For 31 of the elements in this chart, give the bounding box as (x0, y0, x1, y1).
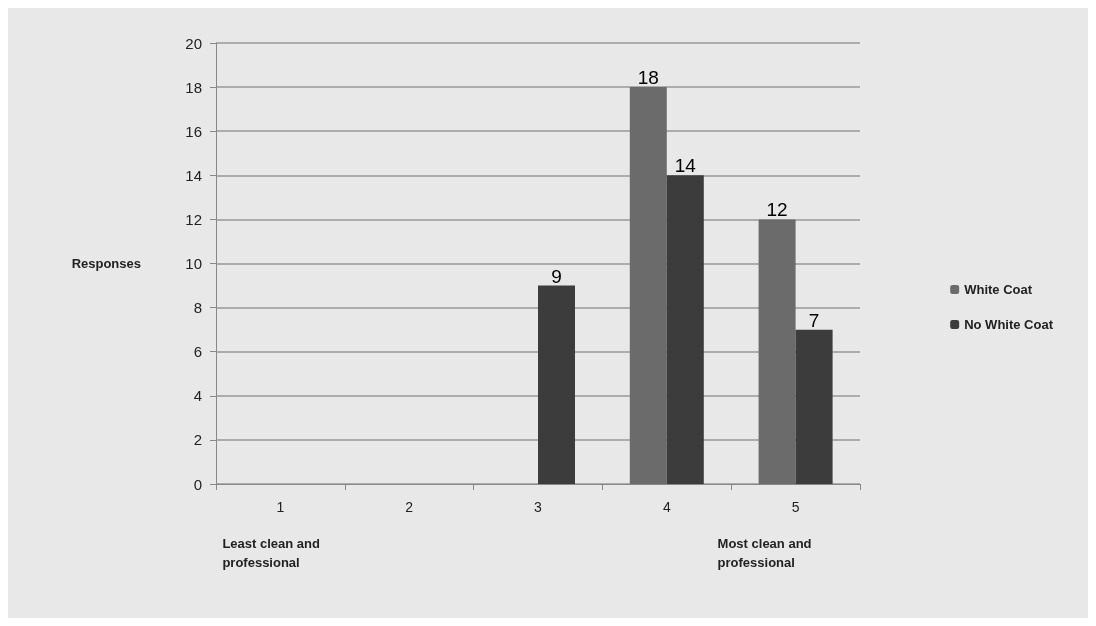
y-tick-label: 20 (185, 34, 202, 52)
y-tick-label: 8 (193, 299, 202, 317)
y-tick-label: 12 (185, 210, 202, 228)
legend-label: White Coat (964, 282, 1033, 297)
data-label: 14 (674, 155, 697, 177)
y-tick-label: 16 (185, 122, 202, 140)
x-tick-label: 2 (405, 499, 414, 515)
legend-label: No White Coat (964, 317, 1054, 332)
y-tick-label: 10 (185, 255, 202, 272)
y-tick-label: 14 (185, 166, 202, 184)
y-axis-title: Responses (71, 256, 141, 271)
x-tick-label: 3 (534, 499, 543, 515)
data-label: 7 (808, 309, 820, 331)
y-tick-label: 18 (185, 78, 202, 96)
x-tick-label: 4 (662, 499, 671, 515)
y-tick-label: 6 (193, 343, 202, 361)
bar (795, 329, 833, 484)
y-tick-label: 2 (193, 431, 202, 449)
data-label: 9 (551, 265, 562, 287)
text: Most clean and professional (717, 536, 816, 570)
bar (538, 285, 575, 484)
data-label: 12 (766, 199, 788, 221)
x-tick-label: 5 (791, 499, 800, 515)
x-tick-label: 1 (276, 499, 285, 515)
data-label: 18 (637, 67, 659, 89)
y-tick-label: 0 (193, 475, 202, 493)
bar (629, 87, 667, 484)
y-tick-label: 4 (193, 387, 202, 405)
text: Least clean and professional (222, 536, 324, 570)
bar (758, 219, 796, 484)
bar (666, 175, 704, 484)
